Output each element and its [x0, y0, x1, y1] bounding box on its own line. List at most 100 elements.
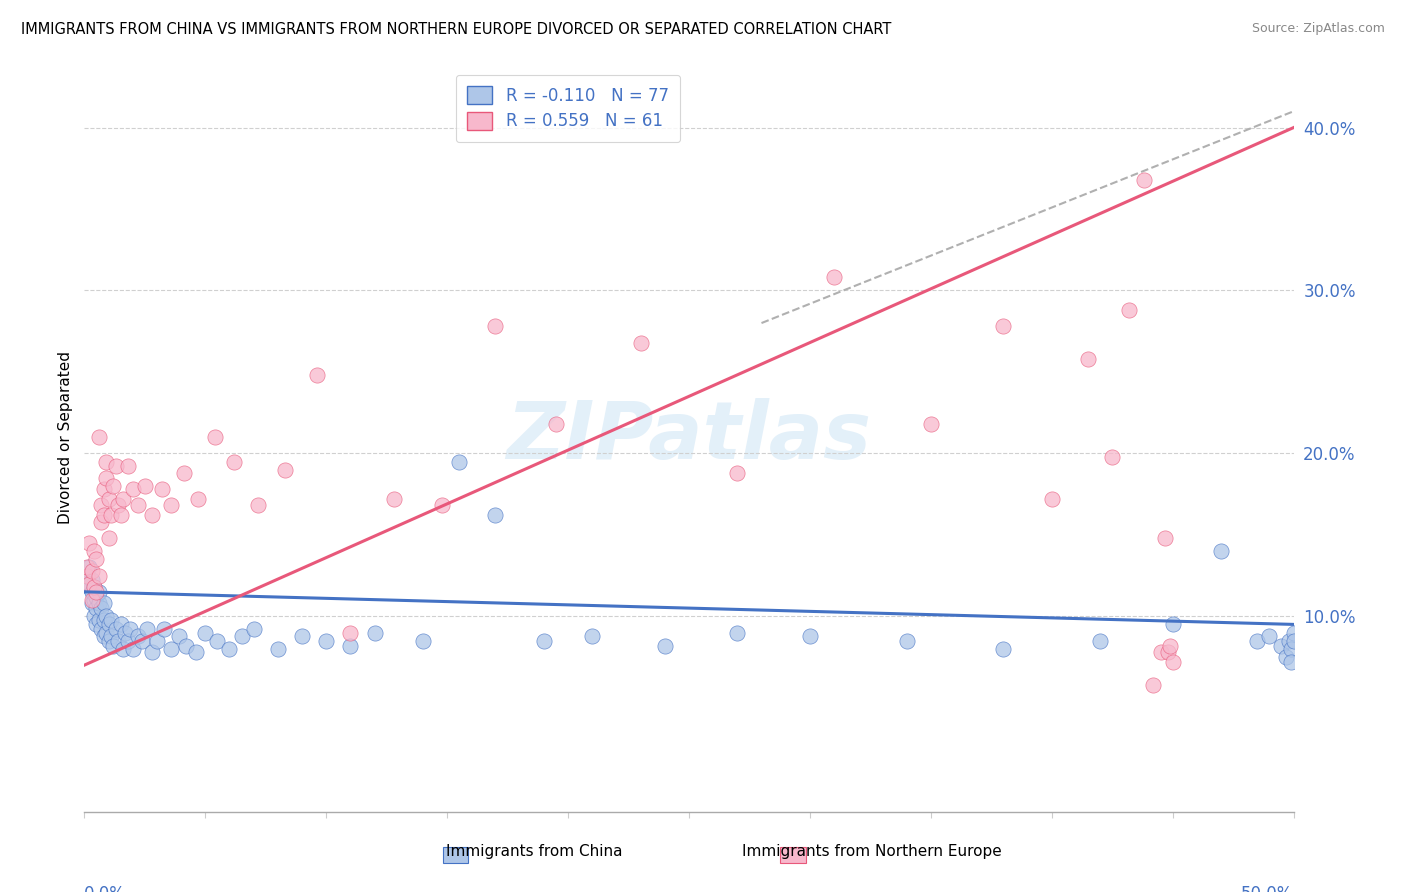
Point — [146, 633, 169, 648]
Point — [94, 471, 117, 485]
Point — [1270, 639, 1292, 653]
Point — [1278, 633, 1301, 648]
Point — [247, 499, 270, 513]
Point — [127, 629, 149, 643]
Point — [93, 613, 115, 627]
Point — [93, 596, 115, 610]
Point — [104, 622, 127, 636]
Point — [1132, 172, 1154, 186]
Point — [630, 335, 652, 350]
Point — [231, 629, 253, 643]
Point — [160, 641, 183, 656]
Point — [103, 479, 125, 493]
Point — [110, 508, 132, 523]
Point — [87, 430, 110, 444]
Point — [160, 499, 183, 513]
Point — [1118, 303, 1140, 318]
Point — [117, 633, 139, 648]
Point — [141, 645, 163, 659]
Point — [315, 633, 337, 648]
Point — [363, 625, 385, 640]
Point — [87, 568, 110, 582]
Point — [86, 590, 108, 604]
Point — [77, 536, 100, 550]
Point — [218, 641, 240, 656]
Point — [896, 633, 918, 648]
Point — [120, 622, 142, 636]
Point — [207, 633, 229, 648]
Text: Source: ZipAtlas.com: Source: ZipAtlas.com — [1251, 22, 1385, 36]
Point — [725, 466, 748, 480]
Point — [114, 625, 136, 640]
Point — [86, 601, 108, 615]
Point — [77, 560, 100, 574]
Point — [267, 641, 290, 656]
Point — [83, 544, 105, 558]
Legend: R = -0.110   N = 77, R = 0.559   N = 61: R = -0.110 N = 77, R = 0.559 N = 61 — [456, 75, 681, 142]
Point — [382, 491, 405, 506]
Text: 0.0%: 0.0% — [84, 885, 127, 892]
Point — [97, 491, 120, 506]
Point — [167, 629, 190, 643]
Point — [112, 491, 135, 506]
Point — [107, 633, 129, 648]
Text: Immigrants from China: Immigrants from China — [446, 845, 623, 859]
Point — [134, 479, 156, 493]
Point — [110, 617, 132, 632]
Point — [432, 499, 454, 513]
Point — [93, 508, 115, 523]
Point — [136, 622, 159, 636]
Point — [83, 593, 105, 607]
Point — [1279, 655, 1302, 669]
Point — [581, 629, 603, 643]
Point — [80, 593, 103, 607]
Point — [725, 625, 748, 640]
Point — [993, 641, 1015, 656]
Point — [117, 459, 139, 474]
Point — [97, 633, 120, 648]
Point — [94, 625, 117, 640]
Point — [204, 430, 226, 444]
Point — [484, 508, 506, 523]
Point — [1161, 617, 1184, 632]
Point — [654, 639, 676, 653]
Point — [339, 625, 361, 640]
Text: 50.0%: 50.0% — [1241, 885, 1294, 892]
Point — [80, 574, 103, 588]
Point — [76, 568, 98, 582]
Point — [94, 454, 117, 468]
Text: Immigrants from Northern Europe: Immigrants from Northern Europe — [742, 845, 1001, 859]
Point — [484, 319, 506, 334]
Point — [242, 622, 264, 636]
Point — [799, 629, 821, 643]
Point — [920, 417, 942, 431]
Point — [77, 576, 100, 591]
Point — [90, 499, 112, 513]
Point — [993, 319, 1015, 334]
Point — [224, 454, 246, 468]
Point — [87, 613, 110, 627]
Point — [174, 639, 197, 653]
Point — [1246, 633, 1268, 648]
Point — [1157, 645, 1180, 659]
Point — [1275, 650, 1298, 665]
Point — [76, 560, 98, 574]
Point — [86, 552, 108, 566]
Point — [1159, 639, 1181, 653]
Point — [1258, 629, 1281, 643]
Point — [90, 601, 112, 615]
Point — [83, 609, 105, 624]
Point — [173, 466, 195, 480]
Point — [77, 580, 100, 594]
Point — [1282, 625, 1305, 640]
Point — [544, 417, 567, 431]
Point — [153, 622, 176, 636]
Point — [1161, 655, 1184, 669]
Point — [100, 613, 122, 627]
Point — [76, 568, 98, 582]
Point — [90, 622, 112, 636]
Point — [93, 629, 115, 643]
Point — [291, 629, 314, 643]
Point — [94, 609, 117, 624]
Point — [97, 531, 120, 545]
